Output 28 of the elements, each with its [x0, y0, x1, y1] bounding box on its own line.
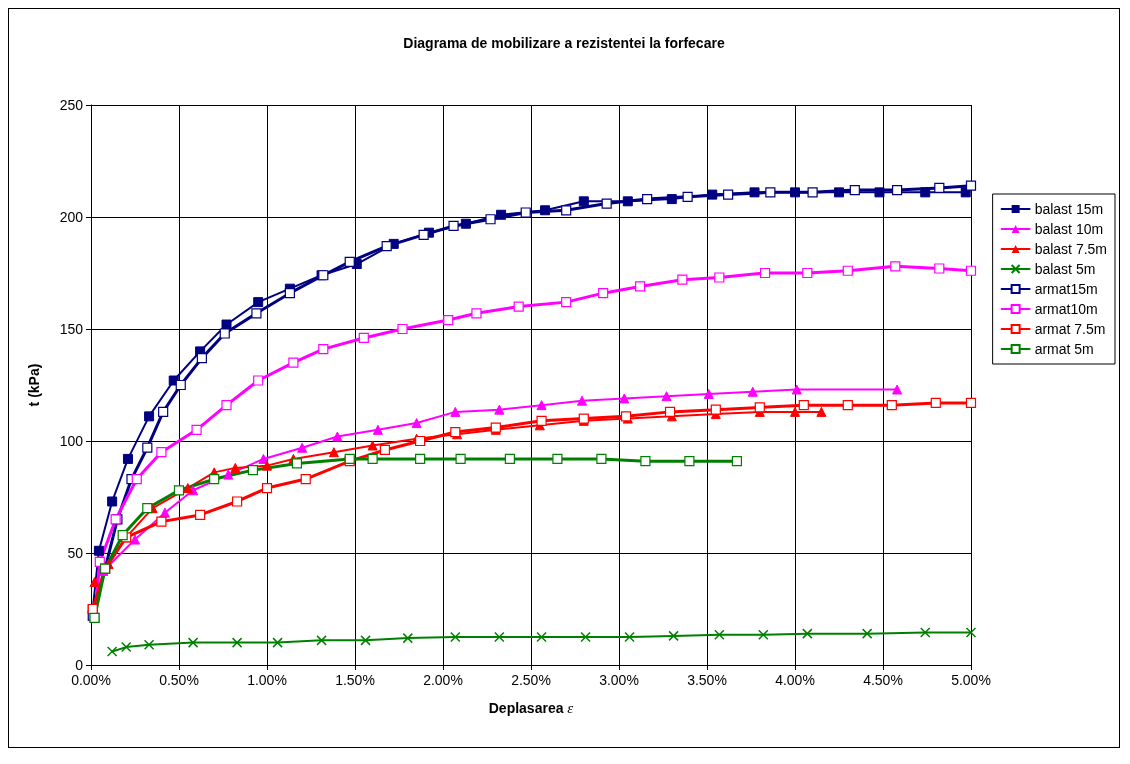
x-tick-label: 3.00%: [599, 672, 639, 688]
y-tick-label: 200: [59, 209, 84, 225]
x-tick-label: 1.50%: [335, 672, 375, 688]
chart-title: Diagrama de mobilizare a rezistentei la forfecare: [403, 35, 725, 51]
legend-label: armat15m: [1034, 281, 1098, 297]
x-tick-label: 2.00%: [423, 672, 463, 688]
y-tick-label: 50: [67, 545, 84, 561]
legend-label: armat 5m: [1034, 341, 1094, 357]
x-tick-label: 2.50%: [511, 672, 551, 688]
x-tick-label: 1.00%: [247, 672, 287, 688]
legend-label: balast 15m: [1034, 201, 1104, 217]
x-axis-title: Deplasarea ε: [488, 699, 574, 716]
x-tick-label: 0.50%: [159, 672, 199, 688]
x-tick-label: 4.00%: [775, 672, 815, 688]
legend-label: balast 7.5m: [1034, 241, 1107, 257]
legend-label: balast 10m: [1034, 221, 1104, 237]
legend-label: armat 7.5m: [1034, 321, 1106, 337]
y-tick-label: 100: [59, 433, 84, 449]
x-tick-label: 0.00%: [71, 672, 111, 688]
y-tick-label: 150: [59, 321, 84, 337]
y-axis-title: t (kPa): [26, 363, 42, 407]
x-tick-label: 4.50%: [863, 672, 903, 688]
y-tick-label: 0: [75, 657, 84, 673]
x-tick-label: 5.00%: [951, 672, 991, 688]
y-tick-label: 250: [59, 97, 84, 113]
legend-label: balast 5m: [1034, 261, 1096, 277]
legend-label: armat10m: [1034, 301, 1098, 317]
x-tick-label: 3.50%: [687, 672, 727, 688]
